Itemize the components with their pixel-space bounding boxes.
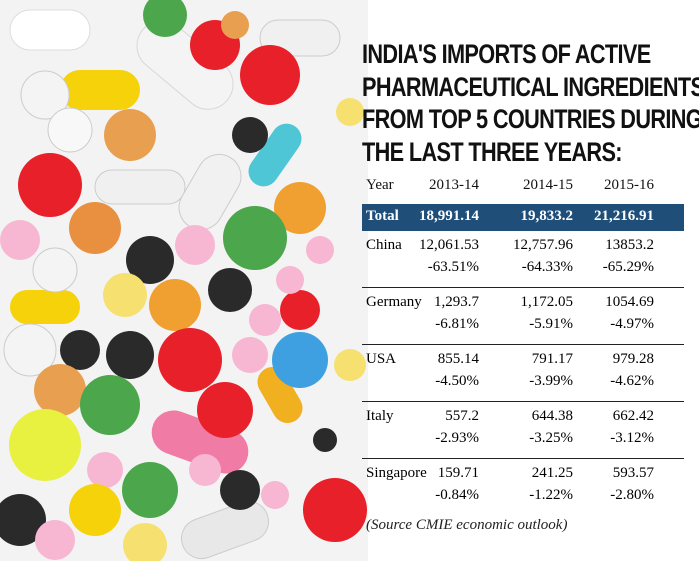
pills-photo (0, 0, 368, 561)
total-value: 18,991.14 (419, 208, 479, 224)
share-value: -4.97% (610, 316, 654, 332)
country-row: USA 855.14 791.17 979.28 -4.50% -3.99% -… (362, 345, 684, 402)
import-value: 855.14 (437, 351, 479, 367)
total-value: 19,833.2 (520, 208, 574, 224)
import-value: 12,757.96 (513, 237, 573, 253)
total-label: Total (366, 208, 399, 224)
import-value: 644.38 (531, 408, 573, 424)
share-value: -3.99% (529, 373, 573, 389)
header-col: 2015-16 (604, 177, 654, 193)
share-value: -0.84% (435, 487, 479, 503)
header-col: 2014-15 (523, 177, 573, 193)
share-value: -3.25% (529, 430, 573, 446)
header-row: Year 2013-14 2014-15 2015-16 (362, 174, 684, 204)
import-value: 13853.2 (605, 237, 654, 253)
country-row: Italy 557.2 644.38 662.42 -2.93% -3.25% … (362, 402, 684, 459)
import-value: 12,061.53 (419, 237, 479, 253)
country-name: Singapore (366, 465, 427, 481)
country-row: China 12,061.53 12,757.96 13853.2 -63.51… (362, 231, 684, 288)
country-row: Singapore 159.71 241.25 593.57 -0.84% -1… (362, 459, 684, 515)
import-value: 979.28 (612, 351, 654, 367)
country-name: China (366, 237, 402, 253)
total-row: Total 18,991.14 19,833.2 21,216.91 (362, 204, 684, 231)
share-value: -4.62% (610, 373, 654, 389)
country-name: Germany (366, 294, 422, 310)
import-value: 241.25 (531, 465, 573, 481)
header-year: Year (366, 177, 394, 193)
headline-line: THE LAST THREE YEARS: (362, 136, 623, 167)
import-value: 1054.69 (605, 294, 654, 310)
share-value: -1.22% (529, 487, 573, 503)
share-value: -65.29% (602, 259, 654, 275)
import-value: 662.42 (612, 408, 654, 424)
headline-line: INDIA'S IMPORTS OF ACTIVE (362, 39, 651, 69)
share-value: -2.80% (610, 487, 654, 503)
total-value: 21,216.91 (594, 208, 654, 224)
import-value: 1,293.7 (434, 294, 479, 310)
imports-table: Year 2013-14 2014-15 2015-16 Total 18,99… (362, 174, 684, 515)
import-value: 1,172.05 (520, 294, 574, 310)
country-row: Germany 1,293.7 1,172.05 1054.69 -6.81% … (362, 288, 684, 345)
share-value: -63.51% (427, 259, 479, 275)
country-name: Italy (366, 408, 394, 424)
headline-line: FROM TOP 5 COUNTRIES DURING (362, 104, 699, 134)
share-value: -3.12% (610, 430, 654, 446)
headline-line: PHARMACEUTICAL INGREDIENTS (362, 71, 699, 102)
source-note: (Source CMIE economic outlook) (366, 517, 568, 533)
share-value: -64.33% (521, 259, 573, 275)
country-name: USA (366, 351, 397, 367)
pills-illustration (0, 0, 368, 561)
share-value: -5.91% (529, 316, 573, 332)
import-value: 159.71 (437, 465, 479, 481)
share-value: -2.93% (435, 430, 479, 446)
header-col: 2013-14 (429, 177, 479, 193)
share-value: -6.81% (435, 316, 479, 332)
import-value: 593.57 (612, 465, 654, 481)
import-value: 791.17 (531, 351, 573, 367)
share-value: -4.50% (435, 373, 479, 389)
headline: INDIA'S IMPORTS OF ACTIVE PHARMACEUTICAL… (362, 38, 699, 168)
import-value: 557.2 (445, 408, 479, 424)
